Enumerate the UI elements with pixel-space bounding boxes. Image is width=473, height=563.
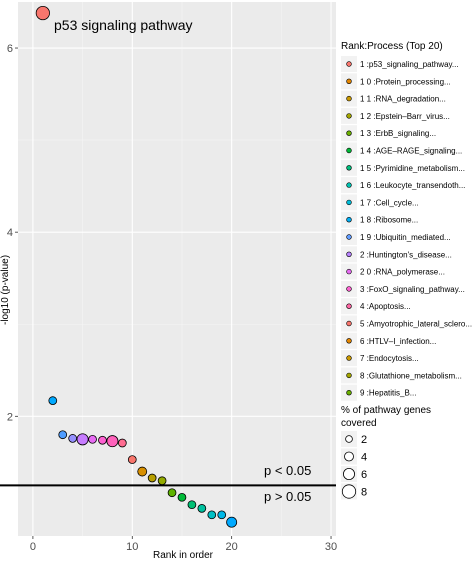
- legend-swatch: [346, 390, 352, 396]
- legend-swatch: [346, 199, 352, 206]
- legend-label: 1 9 :Ubiquitin_mediated...: [360, 233, 451, 242]
- size-legend-swatch: [345, 435, 353, 443]
- legend-swatch: [346, 320, 352, 327]
- data-point: [167, 488, 177, 498]
- legend-label: 1 0 :Protein_processing...: [360, 77, 451, 86]
- legend-swatch: [346, 303, 352, 309]
- data-point: [127, 455, 137, 464]
- size-legend-label: 8: [361, 487, 367, 499]
- data-point: [157, 476, 167, 486]
- legend-label: 1 3 :ErbB_signaling...: [360, 129, 436, 138]
- x-axis-title: Rank in order: [153, 550, 214, 561]
- legend-swatch: [346, 338, 352, 344]
- data-point: [48, 396, 58, 406]
- data-point: [106, 435, 119, 448]
- data-point: [98, 435, 107, 445]
- y-axis-title: -log10 (p-value): [0, 255, 11, 325]
- data-point: [197, 504, 207, 513]
- legend-swatch: [346, 268, 352, 275]
- legend-label: 7 :Endocytosis...: [360, 354, 419, 363]
- legend-swatch: [346, 182, 352, 188]
- legend-label: 8 :Glutathione_metabolism...: [360, 371, 462, 380]
- data-point: [217, 510, 227, 520]
- legend-label: 5 :Amyotrophic_lateral_sclero...: [360, 320, 472, 329]
- y-tick-label: 2: [7, 411, 13, 423]
- x-tick-label: 20: [226, 541, 238, 553]
- size-legend: 2 4 6 8: [341, 431, 367, 500]
- data-points: [35, 5, 238, 528]
- data-point: [177, 492, 187, 502]
- legend-swatch: [346, 251, 352, 258]
- legend-label: 2 0 :RNA_polymerase...: [360, 268, 445, 277]
- data-point: [117, 438, 127, 448]
- y-tick-label: 6: [7, 43, 13, 55]
- legend-swatch: [346, 234, 352, 240]
- legend-label: 2 :Huntington's_disease...: [360, 250, 452, 259]
- legend-swatch: [346, 165, 352, 171]
- size-legend-swatch: [344, 451, 354, 462]
- legend-label: 1 2 :Epstein–Barr_virus...: [360, 112, 450, 121]
- legend-swatch: [346, 286, 352, 292]
- size-legend-title-line-1: % of pathway genes: [341, 405, 431, 416]
- legend: 1 :p53_signaling_pathway... 1 0 :Protein_…: [341, 56, 472, 401]
- legend-swatch: [346, 355, 352, 361]
- legend-label: 4 :Apoptosis...: [360, 302, 411, 311]
- size-legend-label: 6: [361, 469, 367, 481]
- data-point: [137, 466, 148, 477]
- legend-swatch: [346, 113, 352, 119]
- legend-swatch: [346, 95, 352, 102]
- legend-label: 1 4 :AGE–RAGE_signaling...: [360, 147, 462, 156]
- data-point: [58, 430, 68, 440]
- legend-label: 1 :p53_signaling_pathway...: [360, 60, 459, 69]
- legend-swatch: [346, 147, 352, 154]
- data-point: [88, 434, 97, 444]
- y-tick-label: 4: [7, 227, 13, 239]
- legend-swatch: [346, 372, 352, 379]
- legend-swatch: [346, 130, 352, 136]
- data-point: [226, 516, 238, 528]
- legend-label: 9 :Hepatitis_B...: [360, 389, 416, 398]
- legend-label: 1 7 :Cell_cycle...: [360, 198, 419, 207]
- legend-label: 6 :HTLV–I_infection...: [360, 337, 436, 346]
- plot-panel: [18, 2, 336, 536]
- highlight-label: p53 signaling pathway: [54, 17, 193, 33]
- data-point: [207, 510, 217, 520]
- legend-label: 3 :FoxO_signaling_pathway...: [360, 285, 465, 294]
- x-tick-label: 10: [126, 541, 138, 553]
- data-point: [187, 500, 197, 510]
- data-point: [76, 433, 89, 446]
- threshold-label-below: p > 0.05: [264, 489, 311, 504]
- legend-label: 1 8 :Ribosome...: [360, 216, 418, 225]
- legend-swatch: [346, 61, 352, 67]
- legend-swatch: [346, 78, 352, 85]
- size-legend-label: 4: [361, 452, 367, 464]
- data-point: [68, 434, 78, 443]
- axis-ticks: 0 10 20 30 2 4 6: [7, 43, 337, 553]
- size-legend-swatch: [342, 467, 355, 480]
- x-tick-label: 30: [325, 541, 337, 553]
- threshold-label-above: p < 0.05: [264, 463, 311, 478]
- legend-label: 1 5 :Pyrimidine_metabolism...: [360, 164, 465, 173]
- legend-label: 1 1 :RNA_degradation...: [360, 95, 446, 104]
- legend-title: Rank:Process (Top 20): [341, 41, 443, 52]
- legend-label: 1 6 :Leukocyte_transendoth...: [360, 181, 465, 190]
- legend-swatch: [346, 217, 352, 223]
- data-point: [147, 473, 157, 483]
- data-point: [35, 5, 50, 21]
- grid-lines: [18, 2, 336, 536]
- x-tick-label: 0: [30, 541, 36, 553]
- size-legend-title-line-2: covered: [341, 418, 377, 429]
- size-legend-swatch: [341, 484, 357, 499]
- size-legend-label: 2: [361, 434, 367, 446]
